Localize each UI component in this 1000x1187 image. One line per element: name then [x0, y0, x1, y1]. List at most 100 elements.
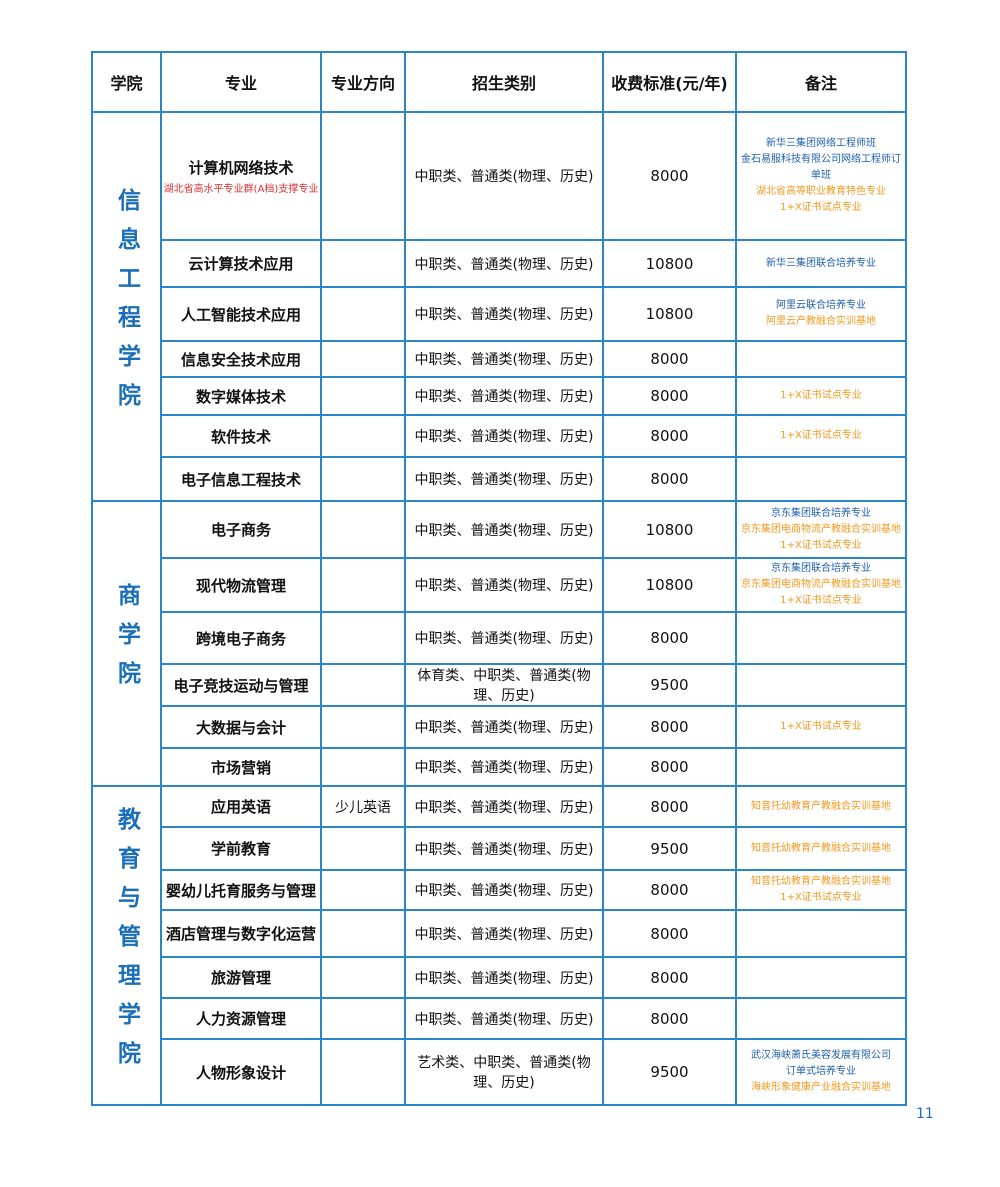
fee: 8000: [650, 924, 689, 943]
direction-cell: [320, 340, 406, 378]
remark: 湖北省高等职业教育特色专业: [756, 186, 886, 197]
major-cell: 学前教育: [160, 826, 322, 871]
fee-cell: 8000: [602, 909, 737, 958]
remark: 武汉海峡萧氏美容发展有限公司: [751, 1050, 891, 1061]
table-row: 信息安全技术应用 中职类、普通类(物理、历史) 8000: [92, 340, 907, 378]
remarks-cell: 京东集团联合培养专业 京东集团电商物流产教融合实训基地 1+X证书试点专业: [735, 557, 907, 613]
major-cell: 电子信息工程技术: [160, 456, 322, 502]
remark: 京东集团电商物流产教融合实训基地: [741, 523, 901, 535]
category-cell: 体育类、中职类、普通类(物理、历史): [404, 663, 604, 707]
college-name: 商学院: [113, 583, 140, 700]
table-row: 人物形象设计 艺术类、中职类、普通类(物理、历史) 9500 武汉海峡萧氏美容发展有限…: [92, 1038, 907, 1106]
major-cell: 数字媒体技术: [160, 376, 322, 416]
fee: 8000: [650, 427, 689, 445]
remark: 1+X证书试点专业: [780, 202, 862, 213]
major-cell: 婴幼儿托育服务与管理: [160, 869, 322, 911]
major-name: 云计算技术应用: [188, 255, 294, 273]
category: 艺术类、中职类、普通类(物理、历史): [417, 1055, 591, 1091]
fee: 8000: [650, 1009, 689, 1028]
remarks-cell: 知音托幼教育产教融合实训基地: [735, 785, 907, 828]
remark: 金石易服科技有限公司网络工程师订单班: [741, 154, 901, 181]
header-cell: 专业: [160, 51, 322, 113]
remark: 海峡形象健康产业融合实训基地: [751, 1082, 891, 1093]
enrollment-table: 学院 专业 专业方向 招生类别 收费标准(元/年) 备注 信息工程学院 计算机网络技术 湖北省高…: [91, 51, 907, 1106]
direction-cell: [320, 869, 406, 911]
direction: 少儿英语: [335, 799, 391, 816]
fee-cell: 8000: [602, 747, 737, 787]
category: 中职类、普通类(物理、历史): [414, 1011, 594, 1028]
remarks-cell: 1+X证书试点专业: [735, 705, 907, 749]
table-row: 大数据与会计 中职类、普通类(物理、历史) 8000 1+X证书试点专业: [92, 705, 907, 749]
major-name: 市场营销: [210, 758, 271, 777]
major-cell: 酒店管理与数字化运营: [160, 909, 322, 958]
major-cell: 软件技术: [160, 414, 322, 458]
category-cell: 中职类、普通类(物理、历史): [404, 286, 604, 342]
table-row: 电子信息工程技术 中职类、普通类(物理、历史) 8000: [92, 456, 907, 502]
table-row: 跨境电子商务 中职类、普通类(物理、历史) 8000: [92, 611, 907, 665]
remark: 订单式培养专业: [786, 1066, 856, 1077]
remark: 京东集团联合培养专业: [771, 507, 871, 519]
header-cell: 备注: [735, 51, 907, 113]
remark: 1+X证书试点专业: [780, 595, 862, 606]
category-cell: 中职类、普通类(物理、历史): [404, 909, 604, 958]
category: 中职类、普通类(物理、历史): [414, 429, 594, 445]
fee: 10800: [645, 576, 694, 594]
remarks-cell: 武汉海峡萧氏美容发展有限公司 订单式培养专业海峡形象健康产业融合实训基地: [735, 1038, 907, 1106]
category: 中职类、普通类(物理、历史): [414, 522, 594, 539]
college-cell: 商学院: [91, 500, 162, 787]
category: 中职类、普通类(物理、历史): [414, 307, 594, 323]
table-row: 婴幼儿托育服务与管理 中职类、普通类(物理、历史) 8000 知音托幼教育产教融合实训…: [92, 869, 907, 911]
table-row: 教育与管理学院 应用英语 少儿英语 中职类、普通类(物理、历史) 8000 知音托幼教育产…: [91, 785, 907, 1106]
direction-cell: [320, 611, 406, 665]
direction-cell: [320, 1038, 406, 1106]
major-name: 电子竞技运动与管理: [173, 676, 309, 695]
fee: 9500: [650, 1063, 689, 1081]
remark: 京东集团联合培养专业: [771, 563, 871, 574]
major-name: 酒店管理与数字化运营: [165, 925, 316, 943]
fee-cell: 8000: [602, 705, 737, 749]
major-cell: 人力资源管理: [160, 997, 322, 1040]
direction-cell: [320, 239, 406, 288]
table-row: 旅游管理 中职类、普通类(物理、历史) 8000: [92, 956, 907, 999]
college-name: 教育与管理学院: [113, 807, 140, 1080]
category: 中职类、普通类(物理、历史): [414, 631, 594, 647]
fee: 9500: [650, 676, 689, 694]
fee: 8000: [650, 758, 689, 776]
fee-cell: 10800: [602, 239, 737, 288]
major-cell: 信息安全技术应用: [160, 340, 322, 378]
fee: 8000: [650, 387, 689, 405]
remarks-cell: [735, 909, 907, 958]
major-cell: 大数据与会计: [160, 705, 322, 749]
direction-cell: [320, 414, 406, 458]
category: 中职类、普通类(物理、历史): [414, 883, 594, 899]
category: 中职类、普通类(物理、历史): [414, 720, 594, 736]
major-name: 学前教育: [210, 840, 271, 858]
remarks-cell: [735, 997, 907, 1040]
fee-cell: 8000: [602, 414, 737, 458]
direction-cell: [320, 956, 406, 999]
major-cell: 旅游管理: [160, 956, 322, 999]
category-cell: 中职类、普通类(物理、历史): [404, 239, 604, 288]
remarks-cell: [735, 456, 907, 502]
header-cell: 专业方向: [320, 51, 406, 113]
fee-cell: 10800: [602, 286, 737, 342]
remarks-cell: [735, 747, 907, 787]
category: 中职类、普通类(物理、历史): [414, 472, 594, 488]
table-row: 人力资源管理 中职类、普通类(物理、历史) 8000: [92, 997, 907, 1040]
category-cell: 中职类、普通类(物理、历史): [404, 785, 604, 828]
major-cell: 电子竞技运动与管理: [160, 663, 322, 707]
fee-cell: 8000: [602, 611, 737, 665]
category: 中职类、普通类(物理、历史): [414, 926, 594, 943]
major-name: 计算机网络技术: [188, 159, 294, 177]
major-name: 人力资源管理: [195, 1010, 286, 1028]
remarks-cell: [735, 340, 907, 378]
table-row: 现代物流管理 中职类、普通类(物理、历史) 10800 京东集团联合培养专业 京东集团电…: [92, 557, 907, 613]
major-cell: 人工智能技术应用: [160, 286, 322, 342]
category-cell: 中职类、普通类(物理、历史): [404, 705, 604, 749]
major-cell: 现代物流管理: [160, 557, 322, 613]
header-cell: 收费标准(元/年): [602, 51, 737, 113]
table-row: 信息工程学院 计算机网络技术 湖北省高水平专业群(A档)支撑专业 中职类、普通类(物理…: [91, 111, 907, 502]
remarks-cell: 1+X证书试点专业: [735, 414, 907, 458]
category-cell: 中职类、普通类(物理、历史): [404, 111, 604, 241]
table-row: 云计算技术应用 中职类、普通类(物理、历史) 10800 新华三集团联合培养专业: [92, 239, 907, 288]
